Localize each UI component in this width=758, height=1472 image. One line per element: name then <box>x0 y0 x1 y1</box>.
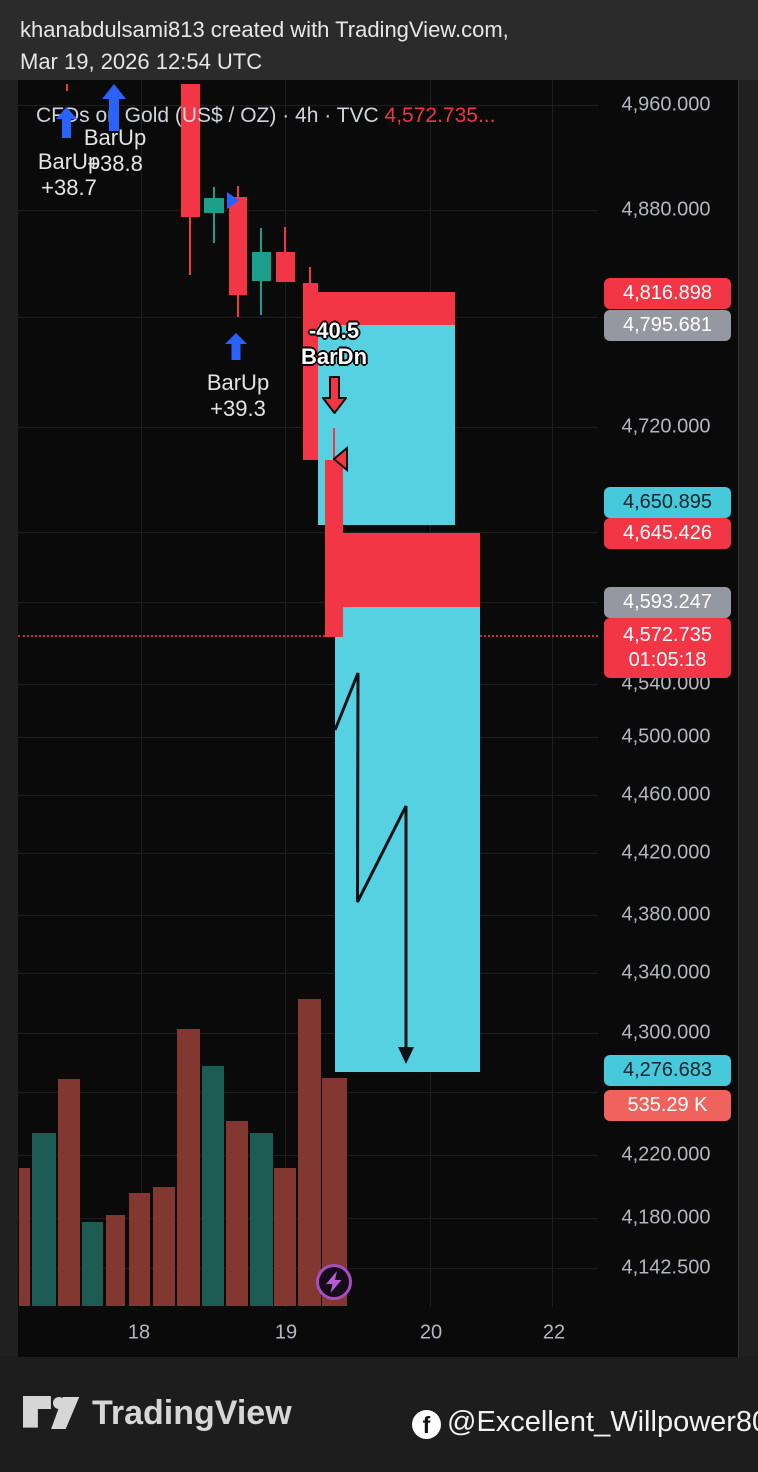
bardn-arrow-icon <box>322 376 347 414</box>
price-badge: 4,276.683 <box>604 1054 731 1086</box>
h-gridline <box>18 532 598 533</box>
volume-bar <box>202 1066 224 1306</box>
price-axis-label: 4,340.000 <box>621 961 711 984</box>
volume-bar <box>58 1079 80 1306</box>
price-badge: 4,795.681 <box>604 309 731 341</box>
volume-bar <box>32 1133 56 1306</box>
time-axis-label: 18 <box>127 1321 151 1344</box>
candle-body <box>229 197 247 295</box>
barup-arrow-icon <box>102 84 126 131</box>
badge-countdown: 01:05:18 <box>628 649 707 671</box>
attribution-header: khanabdulsami813 created with TradingVie… <box>0 0 758 80</box>
candle-body <box>276 252 295 282</box>
symbol-title-text: CFDs on Gold (US$ / OZ) · 4h · TVC <box>36 104 379 127</box>
current-price-line <box>18 635 337 637</box>
volume-bar <box>129 1193 150 1306</box>
v-gridline <box>552 80 553 1307</box>
time-axis-label: 22 <box>542 1321 566 1344</box>
indicator-box-body <box>335 607 480 1072</box>
h-gridline <box>18 210 598 211</box>
candle-body <box>325 460 343 637</box>
attribution-line-2: Mar 19, 2026 12:54 UTC <box>20 49 263 74</box>
price-axis-label: 4,220.000 <box>621 1143 711 1166</box>
price-axis-label: 4,880.000 <box>621 198 711 221</box>
candle-wick <box>66 84 68 91</box>
volume-bar <box>82 1222 103 1306</box>
volume-bar <box>106 1215 125 1306</box>
time-axis-label: 20 <box>419 1321 443 1344</box>
candle-body <box>181 84 200 217</box>
h-gridline <box>18 973 598 974</box>
volume-bar <box>19 1168 30 1306</box>
h-gridline <box>18 602 598 603</box>
price-axis-label: 4,500.000 <box>621 725 711 748</box>
candle-body <box>204 198 224 213</box>
symbol-last-price: 4,572.735... <box>384 104 496 127</box>
candle-wick <box>213 187 215 243</box>
h-gridline <box>18 915 598 916</box>
h-gridline <box>18 105 598 106</box>
price-badge: 4,650.895 <box>604 486 731 518</box>
footer <box>0 1357 758 1472</box>
price-axis-label: 4,420.000 <box>621 841 711 864</box>
price-axis-label: 4,142.500 <box>621 1256 711 1279</box>
h-gridline <box>18 795 598 796</box>
candle-wick <box>333 428 335 460</box>
tradingview-wordmark[interactable]: TradingView <box>92 1394 292 1432</box>
current-price-line <box>480 635 598 637</box>
price-axis-label: 4,720.000 <box>621 415 711 438</box>
barup-arrow-icon <box>56 107 77 138</box>
h-gridline <box>18 853 598 854</box>
facebook-icon: f <box>412 1410 441 1439</box>
price-badge: 4,816.898 <box>604 277 731 309</box>
h-gridline <box>18 684 598 685</box>
volume-bar <box>298 999 321 1306</box>
sell-triangle-icon <box>333 446 348 472</box>
price-axis-label: 4,180.000 <box>621 1206 711 1229</box>
volume-bar <box>250 1133 273 1306</box>
bar-change-label: -40.5 BarDn <box>300 318 368 369</box>
time-axis-label: 19 <box>274 1321 298 1344</box>
buy-triangle-icon <box>227 192 239 209</box>
volume-bar <box>177 1029 200 1306</box>
volume-bar <box>153 1187 175 1306</box>
boost-lightning-button[interactable] <box>314 1262 354 1302</box>
social-handle: @Excellent_Willpower80 <box>447 1406 758 1438</box>
tradingview-logo-icon[interactable] <box>23 1396 81 1432</box>
candle-body <box>303 283 318 460</box>
price-axis-label: 4,300.000 <box>621 1021 711 1044</box>
v-gridline <box>141 80 142 1307</box>
price-badge: 4,645.426 <box>604 517 731 549</box>
candle-body <box>252 252 271 281</box>
volume-bar <box>274 1168 296 1306</box>
h-gridline <box>18 737 598 738</box>
candle-wick <box>309 267 311 283</box>
price-badge: 535.29 K <box>604 1089 731 1121</box>
bar-change-label: BarUp +39.3 <box>206 370 270 421</box>
barup-arrow-icon <box>225 333 247 360</box>
price-badge: 4,572.735 01:05:18 <box>604 618 731 678</box>
price-axis-label: 4,460.000 <box>621 783 711 806</box>
price-axis-label: 4,960.000 <box>621 93 711 116</box>
price-badge: 4,593.247 <box>604 586 731 618</box>
price-axis-label: 4,540.000 <box>621 672 711 695</box>
indicator-box-cap <box>318 292 455 325</box>
price-axis-label: 4,380.000 <box>621 903 711 926</box>
indicator-box-cap <box>342 533 480 607</box>
v-gridline <box>285 80 286 1307</box>
attribution-line-1: khanabdulsami813 created with TradingVie… <box>20 17 509 42</box>
symbol-title: CFDs on Gold (US$ / OZ) · 4h · TVC 4,572… <box>36 104 495 128</box>
volume-bar <box>226 1121 248 1306</box>
bar-change-label: BarUp +38.7 <box>37 149 101 200</box>
